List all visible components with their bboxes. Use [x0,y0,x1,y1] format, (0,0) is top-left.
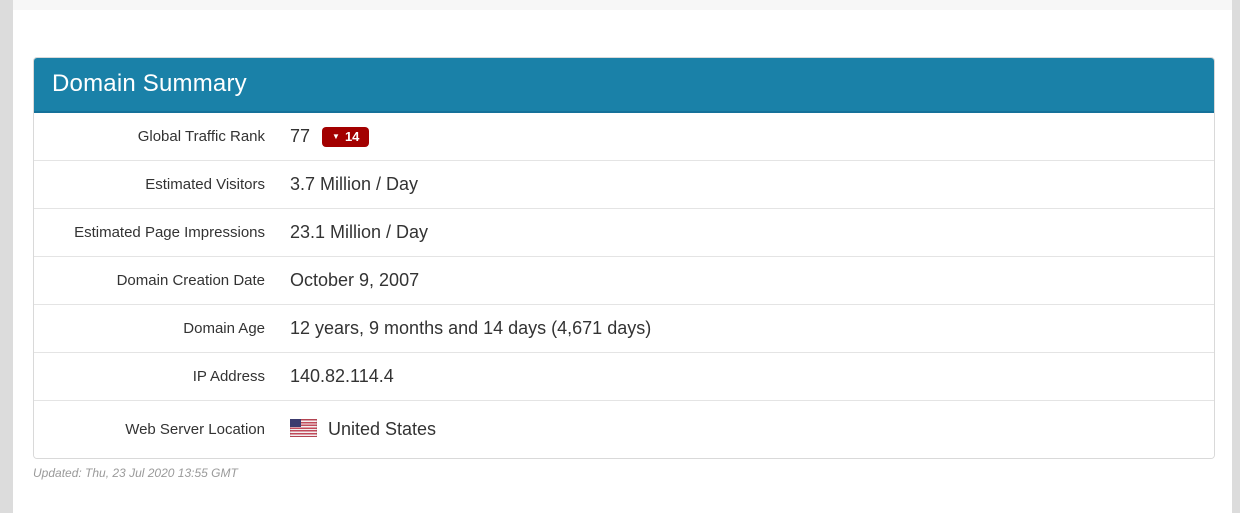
row-value: 140.82.114.4 [290,366,394,386]
row-value: 77 ▼ 14 [277,126,370,147]
table-row-domain-age: Domain Age 12 years, 9 months and 14 day… [34,305,1214,353]
table-row-global-traffic-rank: Global Traffic Rank 77 ▼ 14 [34,113,1214,161]
table-row-web-server-location: Web Server Location United States [34,401,1214,458]
row-label: Web Server Location [125,421,265,438]
row-label: IP Address [192,368,265,385]
table-row-estimated-visitors: Estimated Visitors 3.7 Million / Day [34,161,1214,209]
row-value: October 9, 2007 [290,270,420,290]
row-label: Domain Creation Date [116,272,265,289]
table-row-ip-address: IP Address 140.82.114.4 [34,353,1214,401]
row-label: Estimated Visitors [145,176,265,193]
server-location-value: United States [328,419,437,439]
table-row-domain-creation-date: Domain Creation Date October 9, 2007 [34,257,1214,305]
domain-summary-panel: Domain Summary Global Traffic Rank 77 ▼ … [33,57,1215,459]
traffic-rank-value: 77 [290,126,311,146]
row-label: Domain Age [183,320,265,337]
rank-change-badge: ▼ 14 [322,126,370,147]
row-value: 12 years, 9 months and 14 days (4,671 da… [290,318,652,338]
page-top-strip [13,0,1232,10]
table-row-estimated-page-impressions: Estimated Page Impressions 23.1 Million … [34,209,1214,257]
row-label: Global Traffic Rank [137,128,265,145]
rank-change-delta: 14 [344,128,360,144]
panel-title: Domain Summary [34,58,1214,113]
page-left-gutter [0,0,13,513]
updated-timestamp: Updated: Thu, 23 Jul 2020 13:55 GMT [33,466,238,480]
row-value: United States [277,419,436,440]
us-flag-icon [290,419,317,437]
row-value: 23.1 Million / Day [290,222,429,242]
row-label: Estimated Page Impressions [74,224,265,241]
down-arrow-icon: ▼ [332,132,340,141]
row-value: 3.7 Million / Day [290,174,419,194]
page-right-gutter [1232,0,1240,513]
